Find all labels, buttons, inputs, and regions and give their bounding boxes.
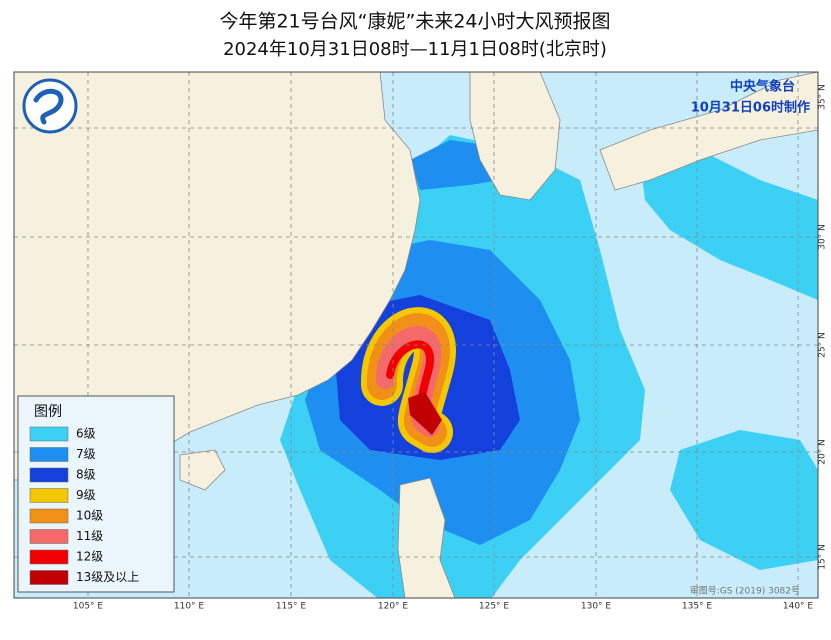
map-review-number: 审图号:GS (2019) 3082号 <box>690 585 800 597</box>
legend-swatch <box>29 508 69 524</box>
legend-label: 10级 <box>76 509 103 523</box>
longitude-label: 140° E <box>783 602 814 612</box>
longitude-label: 110° E <box>174 602 205 612</box>
longitude-label: 130° E <box>581 602 612 612</box>
map-body <box>14 72 818 598</box>
latitude-label: 30° N <box>818 224 828 250</box>
legend-label: 6级 <box>76 427 96 441</box>
graticule <box>14 72 818 598</box>
longitude-label: 135° E <box>682 602 713 612</box>
legend-label: 13级及以上 <box>76 570 139 584</box>
legend-label: 9级 <box>76 488 96 502</box>
legend-swatch <box>29 426 69 442</box>
legend-items: 6级 7级 8级 9级 10级 11级 12级 13级及以上 <box>29 426 139 585</box>
emblem <box>22 78 78 134</box>
title: 今年第21号台风“康妮”未来24小时大风预报图 <box>219 11 610 33</box>
map-frame <box>13 71 819 599</box>
legend-swatch <box>29 447 69 462</box>
korea <box>469 72 561 201</box>
hainan <box>179 449 226 491</box>
wind-zone <box>670 430 818 570</box>
legend-label: 11级 <box>76 529 103 543</box>
legend-label: 12级 <box>76 550 103 564</box>
luzon <box>397 477 456 598</box>
legend-label: 8级 <box>76 468 96 482</box>
legend: 图例 6级 7级 8级 9级 10级 11级 12级 13级及以上 <box>17 395 175 593</box>
longitude-label: 125° E <box>479 602 510 612</box>
wind-zone <box>640 150 818 300</box>
subtitle: 2024年10月31日08时—11月1日08时(北京时) <box>223 39 607 60</box>
longitude-label: 120° E <box>378 602 409 612</box>
latitude-label: 15° N <box>818 544 828 570</box>
legend-label: 7级 <box>76 447 96 461</box>
wind-zone <box>408 392 442 435</box>
legend-swatch <box>29 549 69 565</box>
japan <box>599 72 818 191</box>
longitude-labels: 105° E 110° E 115° E 120° E 125° E 130° E 135°… <box>73 602 814 612</box>
legend-title: 图例 <box>34 404 62 420</box>
legend-swatch <box>29 570 69 585</box>
legend-swatch <box>29 529 69 544</box>
latitude-label: 20° N <box>818 439 828 465</box>
latitude-label: 35° N <box>818 84 828 110</box>
latitude-label: 25° N <box>818 332 828 358</box>
legend-swatch <box>29 467 69 483</box>
issue-time: 10月31日06时制作 <box>691 100 810 116</box>
legend-swatch <box>29 488 69 503</box>
emblem-swirl <box>33 88 64 125</box>
longitude-label: 115° E <box>276 602 307 612</box>
latitude-labels: 35° N 30° N 25° N 20° N 15° N <box>818 84 828 570</box>
issuer: 中央气象台 <box>730 79 795 95</box>
longitude-label: 105° E <box>73 602 104 612</box>
